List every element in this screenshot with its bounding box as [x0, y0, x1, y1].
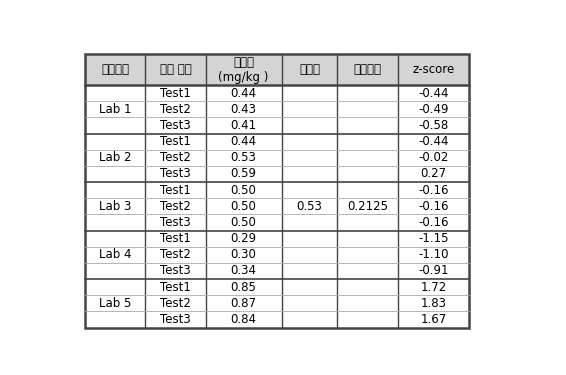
Text: 0.44: 0.44	[230, 135, 256, 148]
Text: 1.72: 1.72	[421, 280, 447, 294]
Text: Test1: Test1	[160, 87, 191, 100]
Text: 0.27: 0.27	[421, 168, 447, 180]
Text: Lab 1: Lab 1	[98, 103, 131, 116]
Text: -0.49: -0.49	[418, 103, 449, 116]
Text: 0.53: 0.53	[297, 200, 323, 213]
Text: -0.58: -0.58	[418, 119, 449, 132]
Text: -0.44: -0.44	[418, 87, 449, 100]
Bar	[85, 54, 469, 328]
Text: Test2: Test2	[160, 151, 191, 164]
Text: 결과값
(mg/kg ): 결과값 (mg/kg )	[218, 56, 269, 84]
Text: Test3: Test3	[160, 264, 191, 278]
Text: Test2: Test2	[160, 103, 191, 116]
Text: Test2: Test2	[160, 297, 191, 310]
Text: 0.34: 0.34	[230, 264, 256, 278]
Text: Lab 3: Lab 3	[98, 200, 131, 213]
Text: Test2: Test2	[160, 200, 191, 213]
Text: 0.2125: 0.2125	[347, 200, 388, 213]
Text: Test1: Test1	[160, 135, 191, 148]
Text: 1.83: 1.83	[421, 297, 447, 310]
Text: 평균값: 평균값	[299, 63, 320, 76]
Text: Test1: Test1	[160, 280, 191, 294]
Text: 표준편차: 표준편차	[354, 63, 381, 76]
Text: 0.85: 0.85	[230, 280, 256, 294]
Text: 0.29: 0.29	[230, 232, 256, 245]
Text: 0.41: 0.41	[230, 119, 256, 132]
Text: 0.43: 0.43	[230, 103, 256, 116]
Text: 0.50: 0.50	[230, 216, 256, 229]
Text: -0.16: -0.16	[418, 200, 449, 213]
Text: Lab 5: Lab 5	[98, 297, 131, 310]
Text: z-score: z-score	[412, 63, 454, 76]
Text: Test2: Test2	[160, 248, 191, 261]
Text: -0.16: -0.16	[418, 216, 449, 229]
Text: -0.91: -0.91	[418, 264, 449, 278]
Text: -1.10: -1.10	[418, 248, 449, 261]
Text: Lab 2: Lab 2	[98, 151, 131, 164]
Text: Lab 4: Lab 4	[98, 248, 131, 261]
Text: Test3: Test3	[160, 168, 191, 180]
Text: 시행 회수: 시행 회수	[160, 63, 191, 76]
Text: 1.67: 1.67	[421, 313, 447, 326]
Text: 0.87: 0.87	[230, 297, 256, 310]
Text: -0.44: -0.44	[418, 135, 449, 148]
Text: Test1: Test1	[160, 232, 191, 245]
Text: Test3: Test3	[160, 119, 191, 132]
Text: 0.84: 0.84	[230, 313, 256, 326]
Text: 0.59: 0.59	[230, 168, 256, 180]
Text: -1.15: -1.15	[418, 232, 449, 245]
Text: Test3: Test3	[160, 216, 191, 229]
Text: 0.53: 0.53	[230, 151, 256, 164]
Text: 참여기관: 참여기관	[101, 63, 129, 76]
Text: -0.02: -0.02	[418, 151, 449, 164]
Bar	[85, 54, 469, 85]
Text: Test1: Test1	[160, 184, 191, 196]
Text: 0.44: 0.44	[230, 87, 256, 100]
Text: -0.16: -0.16	[418, 184, 449, 196]
Text: Test3: Test3	[160, 313, 191, 326]
Text: 0.50: 0.50	[230, 184, 256, 196]
Text: 0.30: 0.30	[230, 248, 256, 261]
Text: 0.50: 0.50	[230, 200, 256, 213]
